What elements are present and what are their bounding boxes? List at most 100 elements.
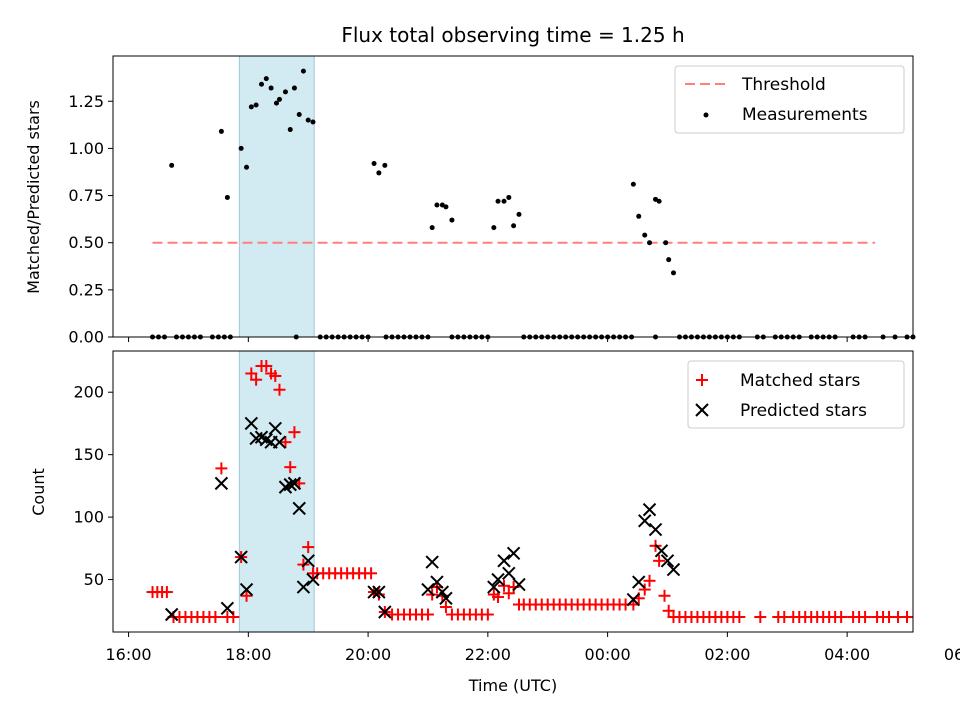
x-axis-label: Time (UTC) bbox=[468, 676, 557, 695]
measurement-point bbox=[310, 119, 316, 125]
predicted-star-marker bbox=[234, 550, 248, 564]
measurement-point bbox=[291, 85, 297, 91]
chart-title: Flux total observing time = 1.25 h bbox=[341, 23, 684, 47]
matched-star-marker bbox=[209, 611, 222, 624]
measurement-point bbox=[495, 198, 501, 204]
ratio-y-axis-label: Matched/Predicted stars bbox=[24, 100, 43, 294]
x-tick-label: 22:00 bbox=[465, 645, 511, 664]
matched-star-marker bbox=[279, 436, 292, 449]
matched-star-marker bbox=[288, 426, 301, 439]
matched-star-marker bbox=[372, 588, 385, 601]
count-x-axis: 16:00 18:00 20:00 22:00 00:00 02:00 04:00 06:00 bbox=[106, 632, 960, 664]
predicted-star-marker bbox=[666, 562, 681, 577]
matched-star-marker bbox=[901, 611, 914, 624]
count-legend: Matched stars Predicted stars bbox=[687, 360, 905, 429]
predicted-star-marker bbox=[268, 421, 282, 436]
predicted-star-marker bbox=[244, 416, 259, 431]
predicted-star-marker bbox=[506, 546, 521, 561]
measurement-point bbox=[491, 225, 497, 231]
matched-stars-points bbox=[146, 359, 914, 624]
measurement-point bbox=[656, 198, 662, 204]
measurement-point bbox=[282, 89, 288, 95]
predicted-star-marker bbox=[660, 554, 675, 568]
matched-star-marker bbox=[215, 462, 228, 475]
measurement-point bbox=[636, 213, 642, 219]
measurement-point bbox=[169, 162, 175, 168]
matched-legend-label: Matched stars bbox=[740, 371, 860, 391]
x-tick-label: 16:00 bbox=[106, 645, 152, 664]
matched-star-marker bbox=[835, 611, 848, 624]
matched-legend-swatch bbox=[696, 374, 708, 386]
count-panel: 50 100 150 200 16:00 18:00 20:00 22:00 00:00 02:… bbox=[29, 350, 960, 695]
matched-star-marker bbox=[481, 608, 494, 621]
count-y-tick-label: 50 bbox=[84, 570, 104, 589]
x-tick-label: 00:00 bbox=[585, 645, 631, 664]
count-legend-box bbox=[687, 360, 905, 429]
matched-star-marker bbox=[269, 369, 282, 382]
matched-star-marker bbox=[733, 611, 746, 624]
predicted-star-marker bbox=[306, 572, 320, 587]
predicted-star-marker bbox=[654, 544, 669, 558]
matched-star-marker bbox=[260, 359, 273, 372]
matched-star-marker bbox=[662, 604, 675, 617]
predicted-star-marker bbox=[638, 514, 652, 528]
matched-star-marker bbox=[302, 541, 315, 554]
measurement-point bbox=[429, 225, 435, 231]
matched-star-marker bbox=[492, 591, 505, 604]
measurement-point bbox=[259, 81, 265, 87]
measurement-point bbox=[382, 162, 388, 168]
measurement-point bbox=[218, 128, 224, 134]
ratio-y-tick-label: 0.75 bbox=[68, 186, 104, 205]
measurement-point bbox=[300, 68, 306, 74]
predicted-star-marker bbox=[439, 591, 453, 605]
ratio-y-tick-label: 0.25 bbox=[68, 280, 104, 299]
predicted-star-marker bbox=[421, 582, 435, 597]
ratio-plot-frame bbox=[112, 55, 914, 338]
measurement-point bbox=[670, 270, 676, 276]
predicted-star-marker bbox=[301, 554, 315, 568]
measurement-point bbox=[376, 170, 382, 176]
predicted-star-marker bbox=[296, 580, 311, 594]
measurements-legend-swatch bbox=[703, 112, 709, 118]
measurement-point bbox=[443, 204, 449, 210]
measurement-point bbox=[666, 257, 672, 263]
ratio-legend: Threshold Measurements bbox=[674, 65, 905, 134]
predicted-stars-points bbox=[164, 416, 681, 622]
threshold-legend-label: Threshold bbox=[741, 75, 826, 95]
predicted-star-marker bbox=[372, 585, 386, 599]
predicted-star-marker bbox=[502, 566, 516, 581]
measurement-point bbox=[506, 194, 512, 200]
measurement-point bbox=[238, 145, 244, 151]
predicted-star-marker bbox=[497, 554, 511, 568]
count-y-tick-label: 150 bbox=[73, 445, 104, 464]
matched-star-marker bbox=[439, 601, 452, 614]
ratio-panel: 0.00 0.25 0.50 0.75 1.00 1.25 Matched/Predict… bbox=[24, 55, 916, 347]
matched-star-marker bbox=[284, 461, 297, 474]
matched-star-marker bbox=[658, 589, 671, 602]
ratio-x-ticks bbox=[128, 337, 848, 342]
matched-star-marker bbox=[273, 383, 286, 396]
matched-star-marker bbox=[653, 554, 666, 567]
measurement-point bbox=[305, 117, 311, 123]
count-y-tick-label: 200 bbox=[73, 383, 104, 402]
measurement-point bbox=[449, 217, 455, 223]
measurement-point bbox=[434, 202, 440, 208]
matched-star-marker bbox=[365, 567, 378, 580]
count-shaded-span bbox=[238, 350, 315, 633]
measurement-point bbox=[511, 223, 517, 229]
measurement-point bbox=[516, 211, 522, 217]
x-tick-label: 20:00 bbox=[345, 645, 391, 664]
predicted-star-marker bbox=[430, 575, 444, 589]
predicted-star-marker bbox=[512, 577, 526, 592]
matched-star-marker bbox=[160, 586, 173, 599]
matched-star-marker bbox=[240, 589, 253, 602]
predicted-star-marker bbox=[164, 607, 179, 622]
x-tick-label: 18:00 bbox=[225, 645, 271, 664]
predicted-star-marker bbox=[626, 592, 641, 607]
predicted-star-marker bbox=[239, 582, 254, 597]
predicted-star-marker bbox=[378, 605, 392, 619]
measurement-point bbox=[276, 96, 282, 102]
predicted-star-marker bbox=[491, 572, 505, 587]
matched-star-marker bbox=[421, 608, 434, 621]
